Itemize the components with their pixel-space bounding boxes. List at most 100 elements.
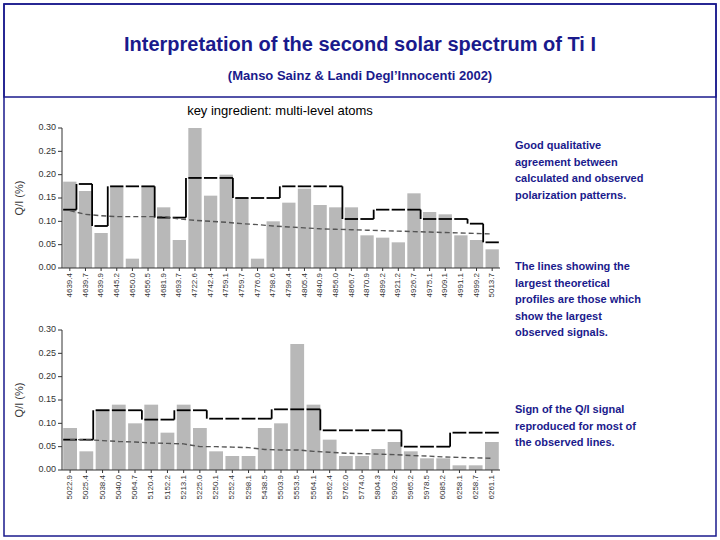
y-tick bbox=[58, 268, 62, 269]
x-tick bbox=[460, 268, 461, 271]
subtitle: (Manso Sainz & Landi Degl’Innocenti 2002… bbox=[228, 68, 492, 83]
bar bbox=[469, 465, 483, 470]
y-tick-label: 0.15 bbox=[38, 192, 56, 202]
x-tick-label: 5774.0 bbox=[357, 474, 366, 499]
bar bbox=[355, 456, 369, 470]
y-tick bbox=[58, 376, 62, 377]
step-connector bbox=[373, 210, 375, 219]
y-tick-label: 0.05 bbox=[38, 239, 56, 249]
step-connector bbox=[467, 219, 469, 224]
x-tick bbox=[69, 268, 70, 271]
step-segment bbox=[453, 432, 467, 434]
step-segment bbox=[251, 197, 264, 199]
x-tick bbox=[273, 268, 274, 271]
bar bbox=[313, 205, 326, 268]
y-tick bbox=[58, 128, 62, 129]
x-tick-label: 5213.1 bbox=[179, 474, 188, 499]
bar bbox=[485, 442, 499, 470]
x-tick-label: 4693.7 bbox=[174, 272, 183, 297]
x-tick-label: 4899.2 bbox=[378, 272, 387, 297]
y-tick bbox=[58, 446, 62, 447]
x-tick-label: 5252.4 bbox=[227, 474, 236, 499]
x-tick-label: 4722.6 bbox=[190, 272, 199, 297]
bar bbox=[251, 259, 264, 268]
annotation-line: calculated and observed bbox=[515, 172, 643, 184]
x-tick-label: 4639.9 bbox=[96, 272, 105, 297]
bar bbox=[235, 198, 248, 268]
y-tick bbox=[58, 244, 62, 245]
bar bbox=[225, 456, 239, 470]
x-tick-label: 5762.0 bbox=[341, 474, 350, 499]
bar bbox=[267, 221, 280, 268]
step-connector bbox=[173, 410, 175, 419]
annotation: Sign of the Q/I signalreproduced for mos… bbox=[515, 403, 636, 448]
x-tick-label: 6085.2 bbox=[438, 474, 447, 499]
annotation: Good qualitativeagreement betweencalcula… bbox=[515, 139, 643, 201]
y-tick-label: 0.20 bbox=[38, 169, 56, 179]
x-tick-label: 5804.3 bbox=[373, 474, 382, 499]
step-segment bbox=[290, 408, 304, 410]
x-tick-label: 4921.2 bbox=[393, 272, 402, 297]
step-segment bbox=[79, 183, 92, 185]
step-segment bbox=[242, 418, 256, 420]
step-segment bbox=[110, 185, 123, 187]
x-tick-label: 5038.4 bbox=[98, 474, 107, 499]
x-tick-label: 4639.7 bbox=[81, 272, 90, 297]
step-segment bbox=[355, 429, 369, 431]
y-tick-label: 0.05 bbox=[38, 441, 56, 451]
line bbox=[70, 440, 492, 459]
y-tick bbox=[58, 353, 62, 354]
bar bbox=[144, 405, 158, 470]
bar bbox=[126, 259, 139, 268]
x-tick-label: 5503.9 bbox=[276, 474, 285, 499]
step-segment bbox=[209, 418, 223, 420]
annotation-line: largest theoretical bbox=[515, 277, 610, 289]
step-connector bbox=[319, 409, 321, 430]
x-tick bbox=[491, 470, 492, 473]
x-tick bbox=[232, 470, 233, 473]
step-segment bbox=[388, 429, 402, 431]
marks bbox=[63, 128, 499, 268]
bar bbox=[290, 344, 304, 470]
x-tick bbox=[304, 268, 305, 271]
bar bbox=[161, 433, 175, 470]
x-tick-label: 5553.5 bbox=[292, 474, 301, 499]
y-tick bbox=[58, 470, 62, 471]
step-segment bbox=[376, 209, 389, 211]
annotation-line: Good qualitative bbox=[515, 139, 601, 151]
x-tick-label: 5903.2 bbox=[390, 474, 399, 499]
step-connector bbox=[420, 210, 422, 219]
bar bbox=[470, 240, 483, 268]
x-tick bbox=[475, 470, 476, 473]
y-tick-label: 0.30 bbox=[38, 122, 56, 132]
bar bbox=[63, 428, 77, 470]
bar bbox=[193, 428, 207, 470]
step-connector bbox=[91, 184, 93, 226]
x-tick bbox=[335, 268, 336, 271]
annotation-line: Sign of the Q/I signal bbox=[515, 403, 624, 415]
step-segment bbox=[177, 409, 191, 411]
step-segment bbox=[454, 218, 467, 220]
y-tick-label: 0.30 bbox=[38, 324, 56, 334]
x-tick bbox=[135, 470, 136, 473]
marks bbox=[63, 344, 499, 470]
x-tick-label: 6261.1 bbox=[487, 474, 496, 499]
x-tick-label: 4742.4 bbox=[206, 272, 215, 297]
step-segment bbox=[313, 185, 326, 187]
bar bbox=[141, 186, 154, 268]
step-segment bbox=[486, 241, 499, 243]
x-tick bbox=[199, 470, 200, 473]
bar bbox=[486, 249, 499, 268]
x-tick-label: 4681.9 bbox=[159, 272, 168, 297]
step-segment bbox=[470, 223, 483, 225]
x-tick bbox=[476, 268, 477, 271]
y-tick bbox=[58, 330, 62, 331]
plot: 0.000.050.100.150.200.250.304639.44639.7… bbox=[13, 122, 500, 297]
x-tick bbox=[179, 268, 180, 271]
y-tick bbox=[58, 400, 62, 401]
annotation-line: the observed lines. bbox=[515, 436, 615, 448]
x-tick bbox=[167, 470, 168, 473]
y-tick-label: 0.20 bbox=[38, 371, 56, 381]
x-tick bbox=[132, 268, 133, 271]
x-tick-label: 5225.0 bbox=[195, 474, 204, 499]
